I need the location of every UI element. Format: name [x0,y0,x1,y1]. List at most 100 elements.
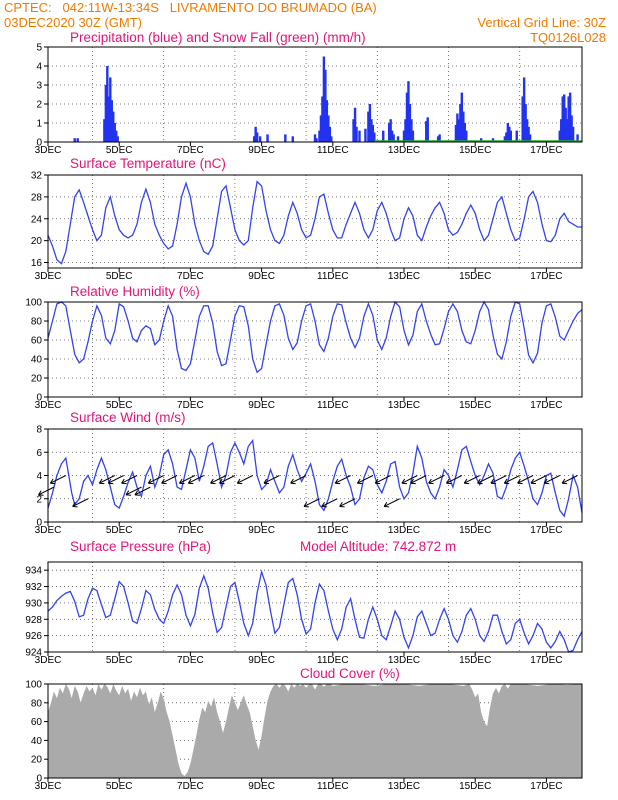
pres-ytick-label-4: 932 [25,582,42,593]
wind-vector-head-20 [339,501,345,508]
precip-bar-0-38 [371,124,375,142]
precip-ytick-label-3: 3 [36,81,42,92]
wind-vector-25 [410,475,427,484]
precip-bar-0-33 [358,130,361,142]
pres-ytick-label-5: 934 [25,566,42,577]
precip-bar-0-28 [328,126,332,142]
precip-bar-0-18 [291,136,294,142]
wind-vector-head-1 [49,478,56,485]
cloud-frame [47,683,583,779]
wind-vector-12 [210,475,227,484]
temp-ytick-label-2: 24 [31,214,43,225]
wind-vector-15 [263,475,280,484]
wind-vector-23 [383,498,400,507]
pres-xtick-label-1: 5DEC [106,655,133,666]
pres-ytick-label-1: 926 [25,631,42,642]
precip-bar-0-30 [352,119,355,142]
precip-bar-0-43 [390,130,394,142]
pres-xtick-label-0: 3DEC [35,655,62,666]
wind-vector-head-0 [38,490,44,496]
rh-frame [47,301,583,398]
precip-xtick-label-1: 5DEC [106,145,133,156]
wind-vector-head-19 [334,478,341,485]
precip-bar-0-39 [373,132,376,142]
precip-bar-0-47 [404,119,407,142]
wind-vector-24 [401,475,418,484]
wind-vector-22 [375,475,391,484]
wind-vector-32 [517,475,534,484]
precip-bar-0-86 [568,92,572,142]
wind-xtick-label-5: 13DEC [388,525,420,536]
precip-bar-0-35 [367,111,370,142]
cloud-ytick-label-5: 100 [25,680,42,691]
wind-vector-head-7 [134,490,140,496]
wind-line [47,438,583,518]
precip-bar-0-10 [115,130,118,142]
precip-bar-0-50 [408,104,412,142]
rh-line [47,300,583,374]
precip-bar-0-63 [463,123,467,142]
wind-vector-6 [125,486,142,496]
precip-bar-0-6 [109,77,112,142]
precip-bar-0-53 [425,121,428,142]
wind-vector-head-25 [410,478,416,485]
temp-xtick-label-2: 7DEC [177,271,204,282]
temp-title: Surface Temperature (nC) [70,156,226,171]
wind-vector-head-12 [210,478,216,485]
wind-xtick-label-0: 3DEC [35,525,62,536]
precip-frame [47,46,583,143]
precip-bar-0-59 [457,119,461,142]
precip-bar-0-76 [525,119,529,142]
station-title: CPTEC: 042:11W-13:34S LIVRAMENTO DO BRUM… [4,0,377,15]
wind-xtick-label-4: 11DEC [317,525,349,536]
wind-vector-4 [108,475,124,484]
precip-bar-0-73 [521,96,524,142]
temp-frame [47,174,583,269]
pres-line [47,569,583,653]
wind-ytick-label-0: 0 [36,518,42,529]
wind-vector-11 [188,475,204,484]
precip-bar-0-51 [410,119,413,142]
cloud-ytick-label-0: 0 [36,774,42,785]
precip-bar-0-29 [330,136,333,142]
pres-xtick-label-4: 11DEC [317,655,349,666]
pres-xtick-label-3: 9DEC [248,655,275,666]
wind-vector-21 [357,475,374,484]
precip-xtick-label-3: 9DEC [248,145,275,156]
wind-xtick-label-2: 7DEC [177,525,204,536]
precip-xtick-label-2: 7DEC [177,145,204,156]
precip-bar-0-57 [454,124,458,142]
temp-ytick-label-0: 16 [31,258,43,269]
precip-bar-0-82 [563,94,566,142]
wind-vector-head-30 [490,478,496,485]
wind-vector-13 [219,475,236,484]
rh-xtick-label-2: 7DEC [177,400,204,411]
wind-vector-29 [477,475,494,484]
cloud-xtick-label-4: 11DEC [317,781,349,792]
temp-xtick-label-6: 15DEC [459,271,491,282]
precip-bar-0-34 [364,128,367,142]
cloud-ytick-label-4: 80 [31,698,43,709]
rh-ytick-label-0: 0 [36,393,42,404]
precip-bar-0-67 [503,136,507,142]
wind-vector-2 [72,498,89,507]
rh-ytick-label-2: 40 [31,355,43,366]
precip-bar-0-85 [567,96,570,142]
precip-title: Precipitation (blue) and Snow Fall (gree… [70,30,366,45]
wind-ytick-label-2: 4 [36,471,42,482]
cloud-xtick-label-6: 15DEC [459,781,491,792]
rh-ytick-label-4: 80 [31,317,43,328]
wind-vector-head-3 [98,478,105,485]
precip-bar-0-87 [570,115,573,142]
precip-bar-0-21 [318,130,321,142]
precip-xtick-label-7: 17DEC [530,145,562,156]
wind-vector-head-15 [263,478,270,485]
rh-xtick-label-0: 3DEC [35,400,62,411]
precip-xtick-label-0: 3DEC [35,145,62,156]
wind-vector-33 [530,475,547,484]
precip-bar-0-61 [460,92,464,142]
cloud-title: Cloud Cover (%) [300,666,400,681]
pres-ytick-label-2: 928 [25,615,42,626]
precip-bar-0-77 [527,126,530,142]
precip-bar-0-68 [505,132,508,142]
